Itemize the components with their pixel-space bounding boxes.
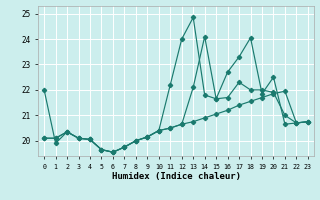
- X-axis label: Humidex (Indice chaleur): Humidex (Indice chaleur): [111, 172, 241, 181]
